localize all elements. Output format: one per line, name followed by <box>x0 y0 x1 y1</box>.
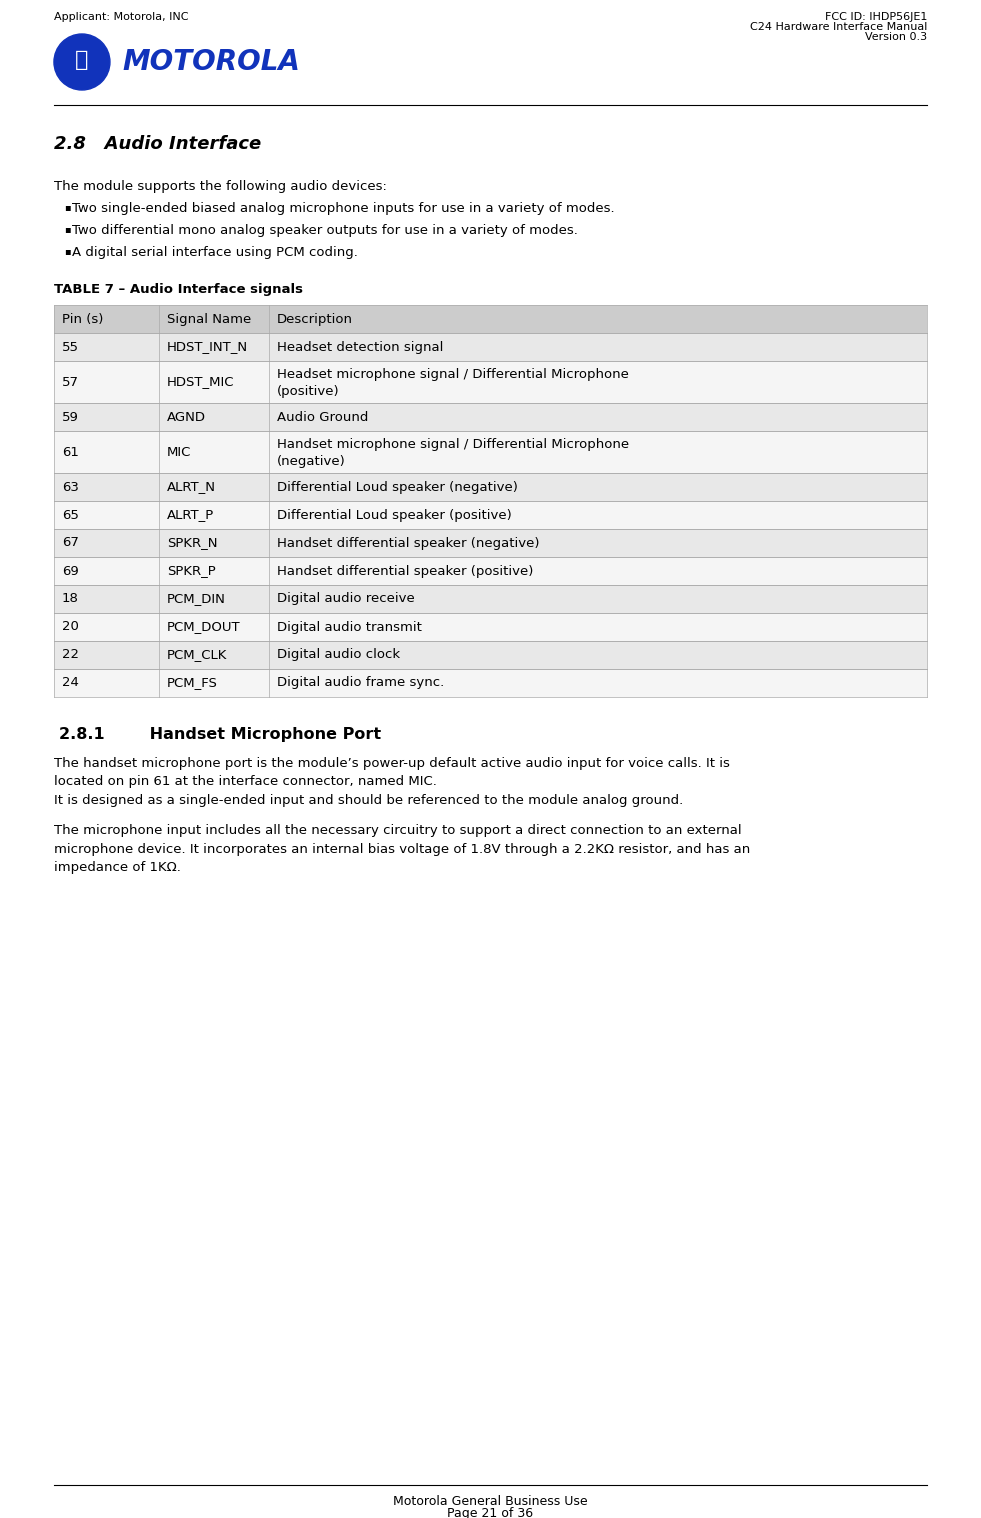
Text: 65: 65 <box>62 509 78 522</box>
Text: 22: 22 <box>62 648 78 662</box>
Bar <box>54 641 927 669</box>
Text: Handset differential speaker (positive): Handset differential speaker (positive) <box>277 565 534 577</box>
Text: FCC ID: IHDP56JE1: FCC ID: IHDP56JE1 <box>825 12 927 21</box>
Text: MIC: MIC <box>167 445 191 458</box>
Text: 2.8.1        Handset Microphone Port: 2.8.1 Handset Microphone Port <box>59 727 381 742</box>
Text: Motorola General Business Use: Motorola General Business Use <box>393 1495 588 1507</box>
Text: 2.8   Audio Interface: 2.8 Audio Interface <box>54 135 261 153</box>
Text: Digital audio receive: Digital audio receive <box>277 592 415 606</box>
Text: 55: 55 <box>62 340 78 354</box>
Bar <box>54 431 927 474</box>
Text: 69: 69 <box>62 565 78 577</box>
Text: 61: 61 <box>62 445 78 458</box>
Text: ▪: ▪ <box>64 246 71 257</box>
Text: The handset microphone port is the module’s power-up default active audio input : The handset microphone port is the modul… <box>54 757 730 770</box>
Bar <box>54 584 927 613</box>
Text: Digital audio clock: Digital audio clock <box>277 648 400 662</box>
Text: impedance of 1KΩ.: impedance of 1KΩ. <box>54 862 181 874</box>
Text: (negative): (negative) <box>277 454 345 468</box>
Text: Applicant: Motorola, INC: Applicant: Motorola, INC <box>54 12 188 21</box>
Text: Headset microphone signal / Differential Microphone: Headset microphone signal / Differential… <box>277 367 629 381</box>
Text: It is designed as a single-ended input and should be referenced to the module an: It is designed as a single-ended input a… <box>54 794 683 808</box>
Text: Description: Description <box>277 313 353 325</box>
Text: C24 Hardware Interface Manual: C24 Hardware Interface Manual <box>749 21 927 32</box>
Text: AGND: AGND <box>167 410 206 424</box>
Text: Two single-ended biased analog microphone inputs for use in a variety of modes.: Two single-ended biased analog microphon… <box>72 202 614 216</box>
Text: PCM_CLK: PCM_CLK <box>167 648 228 662</box>
Text: Headset detection signal: Headset detection signal <box>277 340 443 354</box>
Text: PCM_DIN: PCM_DIN <box>167 592 226 606</box>
Text: ▪: ▪ <box>64 225 71 234</box>
Bar <box>54 474 927 501</box>
Text: ALRT_N: ALRT_N <box>167 481 216 493</box>
Text: located on pin 61 at the interface connector, named MIC.: located on pin 61 at the interface conne… <box>54 776 437 788</box>
Text: 20: 20 <box>62 621 78 633</box>
Text: Audio Ground: Audio Ground <box>277 410 368 424</box>
Text: Digital audio frame sync.: Digital audio frame sync. <box>277 677 444 689</box>
Text: TABLE 7 – Audio Interface signals: TABLE 7 – Audio Interface signals <box>54 282 303 296</box>
Text: Digital audio transmit: Digital audio transmit <box>277 621 422 633</box>
Text: 18: 18 <box>62 592 78 606</box>
Text: (positive): (positive) <box>277 384 339 398</box>
Text: A digital serial interface using PCM coding.: A digital serial interface using PCM cod… <box>72 246 358 260</box>
Text: HDST_MIC: HDST_MIC <box>167 375 234 389</box>
Bar <box>54 613 927 641</box>
Text: MOTOROLA: MOTOROLA <box>122 49 300 76</box>
Text: 59: 59 <box>62 410 78 424</box>
Bar <box>54 361 927 402</box>
Text: microphone device. It incorporates an internal bias voltage of 1.8V through a 2.: microphone device. It incorporates an in… <box>54 842 750 856</box>
Text: The module supports the following audio devices:: The module supports the following audio … <box>54 181 387 193</box>
Text: Differential Loud speaker (positive): Differential Loud speaker (positive) <box>277 509 512 522</box>
Circle shape <box>54 33 110 90</box>
Text: ALRT_P: ALRT_P <box>167 509 214 522</box>
Text: 67: 67 <box>62 536 78 550</box>
Text: HDST_INT_N: HDST_INT_N <box>167 340 248 354</box>
Text: 63: 63 <box>62 481 78 493</box>
Text: PCM_DOUT: PCM_DOUT <box>167 621 240 633</box>
Text: Handset differential speaker (negative): Handset differential speaker (negative) <box>277 536 540 550</box>
Text: Version 0.3: Version 0.3 <box>865 32 927 43</box>
Text: ▪: ▪ <box>64 202 71 213</box>
Text: Handset microphone signal / Differential Microphone: Handset microphone signal / Differential… <box>277 437 629 451</box>
Bar <box>54 669 927 697</box>
Text: Differential Loud speaker (negative): Differential Loud speaker (negative) <box>277 481 518 493</box>
Text: Signal Name: Signal Name <box>167 313 251 325</box>
Text: Two differential mono analog speaker outputs for use in a variety of modes.: Two differential mono analog speaker out… <box>72 225 578 237</box>
Text: PCM_FS: PCM_FS <box>167 677 218 689</box>
Bar <box>54 528 927 557</box>
Text: SPKR_P: SPKR_P <box>167 565 216 577</box>
Bar <box>54 332 927 361</box>
Text: 24: 24 <box>62 677 78 689</box>
Bar <box>54 501 927 528</box>
Text: The microphone input includes all the necessary circuitry to support a direct co: The microphone input includes all the ne… <box>54 824 742 838</box>
Bar <box>54 557 927 584</box>
Bar <box>54 402 927 431</box>
Text: Ⓜ: Ⓜ <box>76 50 88 70</box>
Text: Pin (s): Pin (s) <box>62 313 103 325</box>
Text: SPKR_N: SPKR_N <box>167 536 218 550</box>
Text: Page 21 of 36: Page 21 of 36 <box>447 1507 534 1518</box>
Bar <box>54 305 927 332</box>
Text: 57: 57 <box>62 375 78 389</box>
